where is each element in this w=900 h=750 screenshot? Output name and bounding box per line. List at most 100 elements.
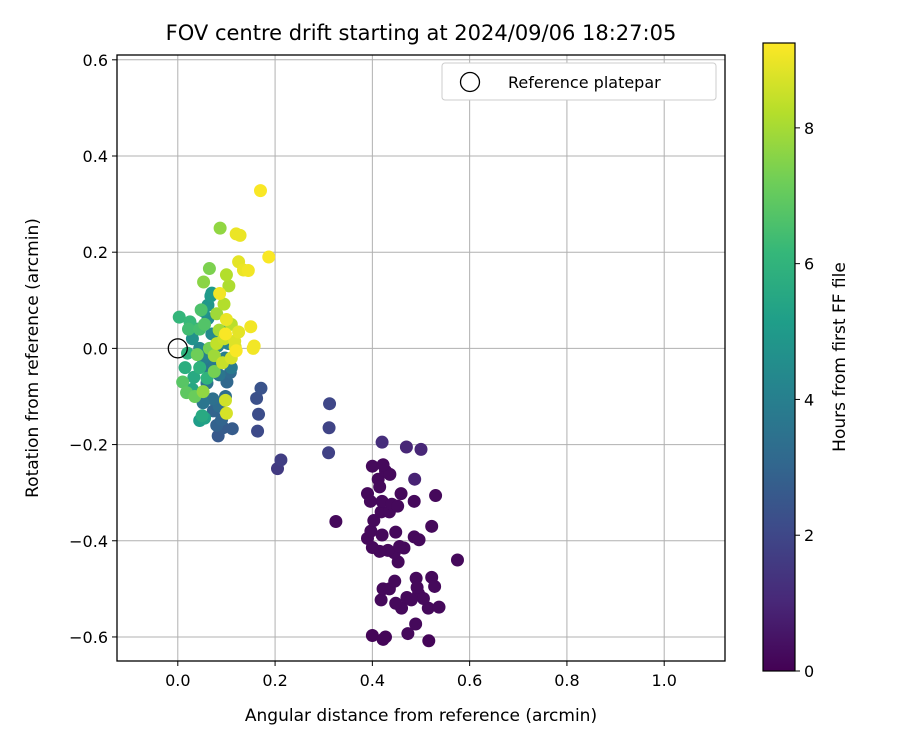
plot-frame xyxy=(116,54,726,662)
scatter-point xyxy=(407,494,421,508)
scatter-point xyxy=(414,442,428,456)
scatter-point xyxy=(432,600,446,614)
y-tick-label: 0.2 xyxy=(83,243,108,262)
colorbar-tick-label: 8 xyxy=(804,119,814,138)
scatter-point xyxy=(394,487,408,501)
x-tick-label: 0.2 xyxy=(262,671,287,690)
scatter-point xyxy=(383,467,397,481)
chart-title: FOV centre drift starting at 2024/09/06 … xyxy=(166,21,677,45)
scatter-point xyxy=(251,424,265,438)
scatter-point xyxy=(213,221,227,235)
y-tick-label: 0.6 xyxy=(83,51,108,70)
scatter-point xyxy=(365,459,379,473)
scatter-point xyxy=(421,601,435,615)
scatter-point xyxy=(363,494,377,508)
scatter-point xyxy=(197,275,211,289)
scatter-point xyxy=(376,458,390,472)
colorbar-tick-label: 6 xyxy=(804,255,814,274)
colorbar: 0 2 4 6 8 Hours from first FF file xyxy=(762,42,850,681)
scatter-point xyxy=(196,385,210,399)
scatter-point xyxy=(376,632,390,646)
scatter-point xyxy=(182,322,196,336)
x-tick-label: 0.4 xyxy=(360,671,385,690)
scatter-point xyxy=(172,310,186,324)
scatter-point xyxy=(194,303,208,317)
scatter-point xyxy=(429,489,443,503)
scatter-point xyxy=(322,421,336,435)
scatter-point xyxy=(202,262,216,276)
scatter-point xyxy=(217,297,231,311)
x-tick-label: 0.8 xyxy=(554,671,579,690)
y-tick-label: 0.4 xyxy=(83,147,108,166)
x-tick-label: 1.0 xyxy=(651,671,676,690)
scatter-point xyxy=(218,393,232,407)
scatter-point xyxy=(219,268,233,282)
x-axis-ticks: 0.0 0.2 0.4 0.6 0.8 1.0 xyxy=(165,661,677,690)
scatter-point xyxy=(367,514,381,528)
scatter-point xyxy=(181,346,195,360)
x-axis-label: Angular distance from reference (arcmin) xyxy=(245,706,597,726)
scatter-point xyxy=(364,524,378,538)
scatter-point xyxy=(195,409,209,423)
y-tick-label: −0.2 xyxy=(69,436,108,455)
scatter-point xyxy=(428,579,442,593)
scatter-point xyxy=(247,339,261,353)
x-tick-label: 0.6 xyxy=(457,671,482,690)
colorbar-tick-label: 4 xyxy=(804,390,814,409)
scatter-point xyxy=(241,263,255,277)
scatter-point xyxy=(389,596,403,610)
scatter-point xyxy=(233,228,247,242)
scatter-point xyxy=(254,381,268,395)
scatter-point xyxy=(365,629,379,643)
scatter-point xyxy=(422,634,436,648)
scatter-point xyxy=(375,435,389,449)
scatter-point xyxy=(213,287,227,301)
scatter-point xyxy=(190,348,204,362)
scatter-point xyxy=(375,528,389,542)
scatter-point xyxy=(410,580,424,594)
scatter-point xyxy=(450,553,464,567)
scatter-point xyxy=(193,361,207,375)
scatter-point xyxy=(399,440,413,454)
y-tick-label: −0.4 xyxy=(69,532,108,551)
scatter-point xyxy=(176,375,190,389)
y-tick-label: 0.0 xyxy=(83,339,108,358)
scatter-point xyxy=(388,574,402,588)
scatter-point xyxy=(393,540,407,554)
x-tick-label: 0.0 xyxy=(165,671,190,690)
scatter-point xyxy=(416,591,430,605)
scatter-point xyxy=(219,406,233,420)
data-points xyxy=(167,184,464,648)
colorbar-tick-label: 2 xyxy=(804,526,814,545)
scatter-point xyxy=(373,480,387,494)
scatter-point xyxy=(178,361,192,375)
scatter-point xyxy=(253,184,267,198)
scatter-point xyxy=(219,313,233,327)
legend-box xyxy=(441,62,717,101)
y-axis-label: Rotation from reference (arcmin) xyxy=(23,218,43,498)
scatter-point xyxy=(198,317,212,331)
scatter-point xyxy=(210,307,224,321)
scatter-point xyxy=(425,519,439,533)
scatter-point xyxy=(218,327,232,341)
scatter-point xyxy=(207,364,221,378)
scatter-point xyxy=(412,533,426,547)
legend-reference-marker xyxy=(459,71,481,93)
scatter-point xyxy=(329,515,343,529)
colorbar-ticks: 0 2 4 6 8 xyxy=(795,119,814,681)
scatter-point xyxy=(262,250,276,264)
scatter-point xyxy=(404,593,418,607)
scatter-point xyxy=(389,525,403,539)
colorbar-tick-label: 0 xyxy=(804,662,814,681)
scatter-point xyxy=(374,593,388,607)
scatter-point xyxy=(409,617,423,631)
grid-lines xyxy=(117,55,725,661)
colorbar-label: Hours from first FF file xyxy=(830,262,850,452)
colorbar-gradient xyxy=(762,42,796,672)
reference-platepar-marker xyxy=(167,338,188,359)
scatter-point xyxy=(232,325,246,339)
legend-entry-reference-platepar: Reference platepar xyxy=(508,73,661,92)
y-axis-ticks: −0.6 −0.4 −0.2 0.0 0.2 0.4 0.6 xyxy=(69,51,117,647)
